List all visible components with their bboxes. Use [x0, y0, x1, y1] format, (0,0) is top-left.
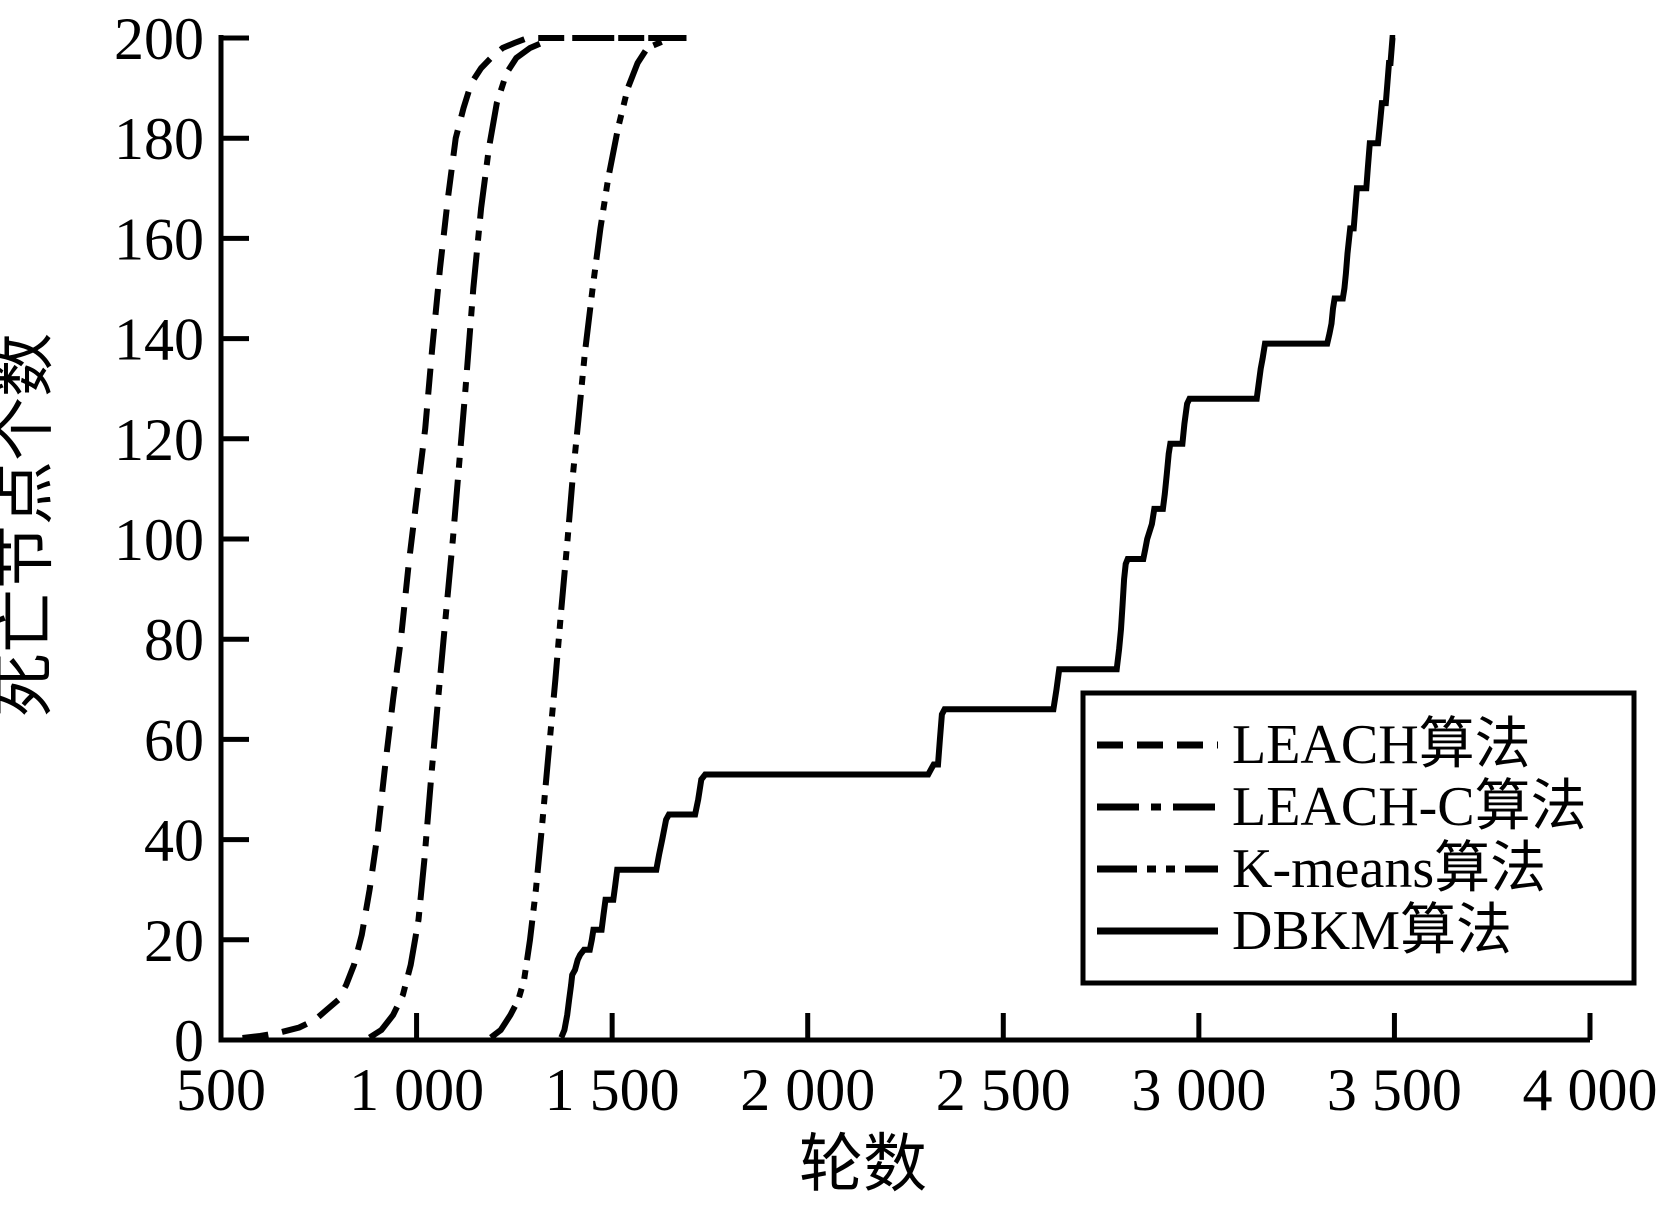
- curve-leach-c: [367, 35, 687, 1041]
- x-tick-label: 1 000: [349, 1057, 484, 1123]
- legend-label-k-means: K-means算法: [1232, 838, 1546, 900]
- y-tick-label: 80: [144, 607, 204, 673]
- x-tick-label: 3 000: [1131, 1057, 1266, 1123]
- x-tick-label: 1 500: [545, 1057, 680, 1123]
- y-tick-label: 180: [114, 106, 204, 172]
- curves-layer: [242, 35, 1396, 1041]
- legend-label-leach-c: LEACH-C算法: [1232, 776, 1587, 838]
- y-tick-label: 140: [114, 307, 204, 373]
- y-axis-title: 死亡节点个数: [0, 333, 60, 717]
- legend-box: [1080, 690, 1637, 986]
- x-axis-title: 轮数: [799, 1129, 927, 1200]
- curve-dbkm: [558, 35, 1396, 1039]
- y-tick-label: 120: [114, 407, 204, 473]
- y-tick-label: 160: [114, 206, 204, 272]
- y-tick-label: 200: [114, 6, 204, 72]
- x-tick-label: 4 000: [1523, 1057, 1658, 1123]
- legend-label-dbkm: DBKM算法: [1232, 900, 1512, 962]
- y-tick-label: 100: [114, 507, 204, 573]
- x-tick-label: 3 500: [1327, 1057, 1462, 1123]
- legend: LEACH算法 LEACH-C算法 K-means算法 DBKM算法: [1080, 690, 1637, 986]
- curve-k-means: [489, 35, 687, 1040]
- y-tick-label: 0: [174, 1008, 204, 1074]
- y-tick-label: 60: [144, 707, 204, 773]
- x-tick-label: 2 500: [936, 1057, 1071, 1123]
- y-tick-label: 20: [144, 908, 204, 974]
- legend-label-leach: LEACH算法: [1232, 714, 1531, 776]
- axes-layer: 500 1 000 1 500 2 000 2 500 3 000 3 500 4 000 0 2…: [114, 6, 1658, 1123]
- y-tick-label: 40: [144, 808, 204, 874]
- x-tick-label: 2 000: [740, 1057, 875, 1123]
- x-tick-label: 500: [176, 1057, 266, 1123]
- curve-leach: [242, 35, 687, 1041]
